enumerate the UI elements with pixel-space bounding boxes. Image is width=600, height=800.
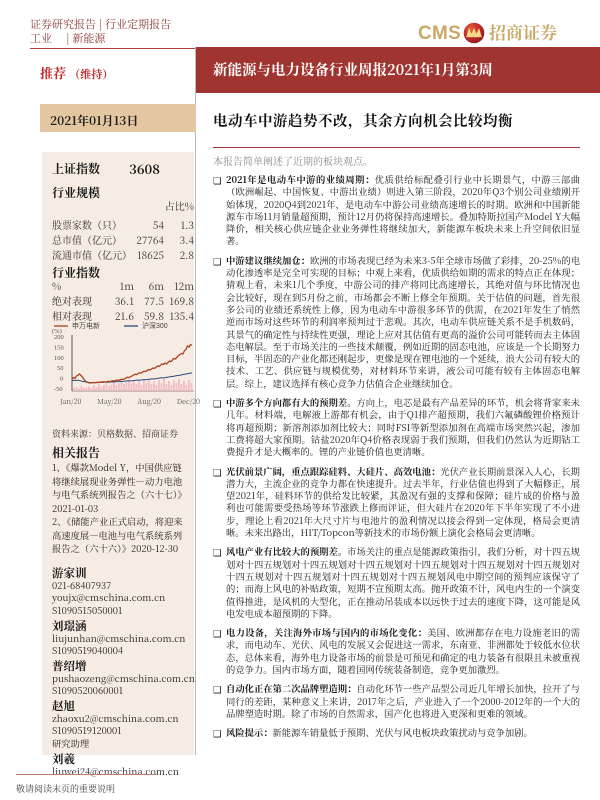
- svg-text:CMS: CMS: [418, 23, 461, 44]
- svg-text:100: 100: [54, 355, 64, 362]
- svg-text:150: 150: [54, 344, 64, 351]
- svg-text:200: 200: [54, 334, 64, 341]
- svg-text:0: 0: [60, 376, 63, 383]
- svg-text:招商证券: 招商证券: [489, 22, 557, 44]
- svg-text:50: 50: [57, 365, 64, 372]
- svg-text:-50: -50: [54, 386, 63, 393]
